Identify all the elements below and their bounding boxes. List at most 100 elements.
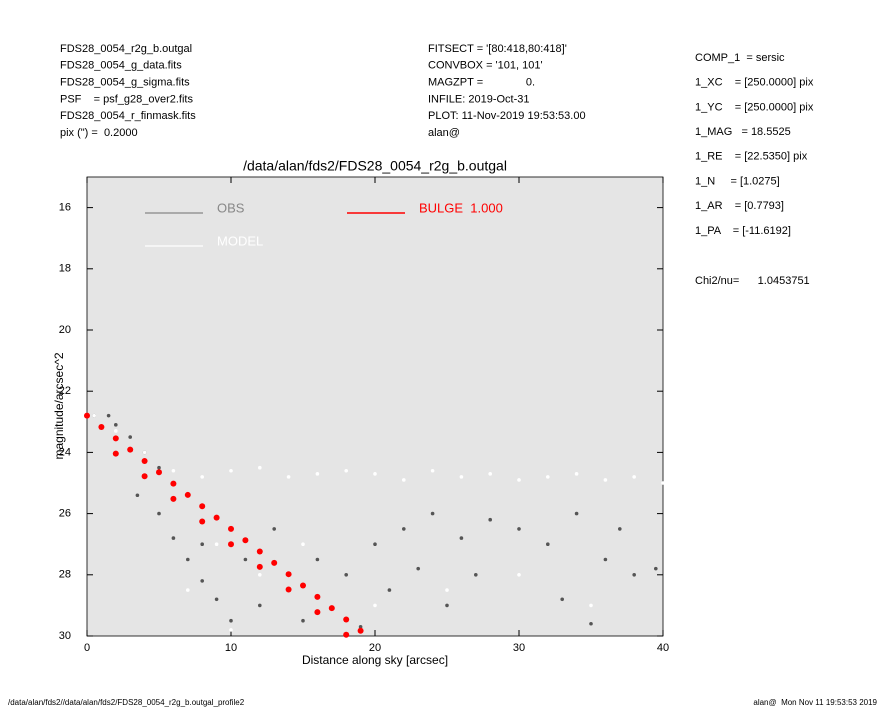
data-point bbox=[186, 588, 190, 592]
data-point bbox=[315, 472, 320, 476]
fit-parameter: COMP_1 = sersic bbox=[695, 52, 785, 64]
header-line: pix (") = 0.2000 bbox=[60, 127, 138, 139]
data-point bbox=[488, 517, 493, 522]
data-point bbox=[603, 478, 608, 482]
y-tick-label: 30 bbox=[59, 630, 71, 642]
data-point bbox=[171, 468, 176, 473]
data-point bbox=[229, 628, 233, 632]
data-point bbox=[315, 557, 320, 562]
data-point bbox=[170, 480, 177, 487]
y-axis-label: magnitude/arcsec^2 bbox=[52, 352, 66, 459]
chart-title: /data/alan/fds2/FDS28_0054_r2g_b.outgal bbox=[243, 158, 507, 174]
fit-parameter: 1_N = [1.0275] bbox=[695, 175, 780, 187]
data-point bbox=[142, 450, 147, 455]
data-point bbox=[343, 616, 350, 623]
data-point bbox=[301, 542, 305, 546]
data-point bbox=[127, 446, 134, 453]
x-axis-label: Distance along sky [arcsec] bbox=[302, 653, 448, 667]
data-point bbox=[135, 493, 140, 498]
legend-label: OBS bbox=[217, 200, 245, 215]
data-point bbox=[106, 413, 111, 418]
data-point bbox=[98, 424, 105, 431]
data-point bbox=[344, 573, 349, 577]
data-point bbox=[574, 511, 579, 516]
header-line: PLOT: 11-Nov-2019 19:53:53.00 bbox=[428, 110, 586, 122]
header-line: INFILE: 2019-Oct-31 bbox=[428, 93, 530, 105]
fit-parameter: 1_RE = [22.5350] pix bbox=[695, 151, 808, 163]
data-point bbox=[314, 593, 321, 600]
data-point bbox=[402, 478, 406, 482]
data-point bbox=[459, 536, 464, 540]
data-point bbox=[445, 588, 449, 592]
data-point bbox=[114, 423, 118, 427]
legend-label: BULGE 1.000 bbox=[419, 200, 503, 215]
x-tick-label: 40 bbox=[657, 642, 669, 654]
data-point bbox=[445, 603, 449, 608]
data-point bbox=[199, 518, 206, 525]
fit-parameter: 1_PA = [-11.6192] bbox=[695, 225, 791, 237]
y-tick-label: 20 bbox=[59, 324, 71, 336]
data-point bbox=[272, 527, 277, 531]
header-line: MAGZPT = 0. bbox=[428, 77, 535, 89]
data-point bbox=[271, 559, 278, 566]
data-point bbox=[228, 541, 234, 548]
data-point bbox=[171, 536, 176, 540]
data-point bbox=[328, 605, 335, 612]
header-line: PSF = psf_g28_over2.fits bbox=[60, 93, 193, 105]
header-line: FDS28_0054_r2g_b.outgal bbox=[60, 43, 192, 55]
data-point bbox=[285, 571, 292, 578]
data-point bbox=[128, 435, 132, 439]
data-point bbox=[256, 548, 263, 555]
data-point bbox=[200, 579, 204, 583]
data-point bbox=[474, 573, 478, 577]
fit-parameter: 1_MAG = 18.5525 bbox=[695, 126, 791, 138]
y-tick-label: 22 bbox=[59, 385, 71, 397]
data-point bbox=[301, 618, 305, 623]
header-line: FDS28_0054_r_finmask.fits bbox=[60, 110, 196, 122]
data-point bbox=[213, 514, 220, 521]
data-point bbox=[546, 475, 550, 479]
data-point bbox=[84, 412, 90, 419]
fit-parameter: 1_AR = [0.7793] bbox=[695, 200, 784, 212]
plot-area bbox=[86, 176, 664, 637]
data-point bbox=[184, 491, 191, 498]
data-point bbox=[589, 603, 593, 608]
data-point bbox=[156, 469, 162, 476]
data-point bbox=[114, 429, 118, 433]
data-point bbox=[589, 621, 593, 626]
x-tick-label: 30 bbox=[513, 642, 525, 654]
data-point bbox=[343, 631, 350, 638]
data-point bbox=[430, 468, 435, 473]
data-point bbox=[402, 527, 406, 531]
data-point bbox=[574, 472, 579, 476]
data-point bbox=[430, 511, 435, 516]
data-point bbox=[199, 503, 206, 510]
data-point bbox=[214, 542, 219, 546]
y-tick-label: 24 bbox=[59, 446, 71, 458]
header-line: FDS28_0054_g_sigma.fits bbox=[60, 77, 190, 89]
data-point bbox=[200, 542, 204, 546]
data-point bbox=[358, 625, 363, 629]
data-point bbox=[654, 566, 658, 571]
fit-parameter: 1_XC = [250.0000] pix bbox=[695, 77, 814, 89]
data-point bbox=[141, 457, 148, 464]
data-point bbox=[517, 573, 521, 577]
data-point bbox=[214, 597, 219, 602]
y-tick-label: 16 bbox=[59, 202, 71, 214]
y-tick-label: 26 bbox=[59, 508, 71, 520]
x-tick-label: 0 bbox=[84, 642, 90, 654]
header-line: alan@ bbox=[428, 127, 460, 139]
data-point bbox=[112, 435, 119, 442]
x-tick-label: 20 bbox=[369, 642, 381, 654]
data-point bbox=[546, 542, 550, 546]
data-point bbox=[344, 468, 349, 473]
data-point bbox=[229, 618, 233, 623]
data-point bbox=[300, 582, 306, 589]
data-point bbox=[517, 527, 521, 531]
data-point bbox=[242, 537, 249, 544]
data-point bbox=[632, 475, 636, 479]
data-point bbox=[416, 566, 421, 571]
data-point bbox=[459, 475, 464, 479]
data-point bbox=[488, 472, 493, 476]
data-point bbox=[186, 557, 190, 562]
